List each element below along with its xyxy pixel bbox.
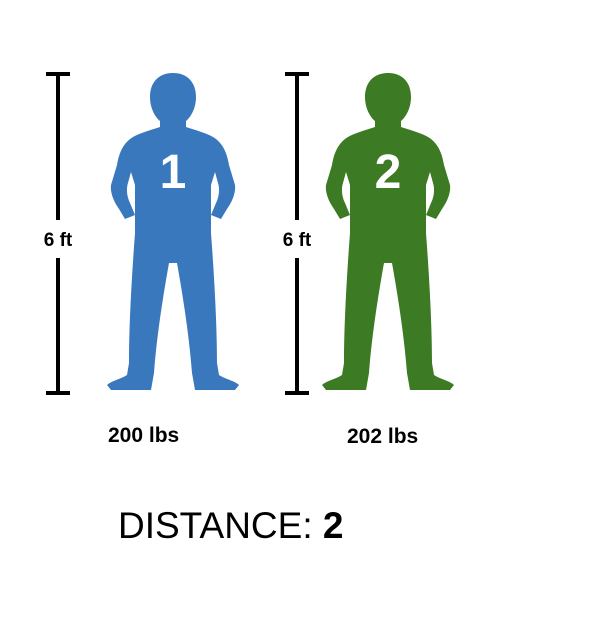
person-silhouette-icon <box>322 73 454 390</box>
figure-number-2: 2 <box>375 146 402 199</box>
distance-label: DISTANCE: <box>118 505 313 546</box>
height-ruler-icon <box>46 72 70 395</box>
figure-number-1: 1 <box>160 146 187 199</box>
distance-readout: DISTANCE: 2 <box>118 505 343 547</box>
distance-value: 2 <box>322 505 344 546</box>
person-silhouette-icon <box>107 73 239 390</box>
height-label-1: 6 ft <box>44 230 73 251</box>
weight-label-2: 202 lbs <box>347 425 419 448</box>
height-label-2: 6 ft <box>283 230 312 251</box>
weight-label-1: 200 lbs <box>108 424 180 447</box>
height-ruler-icon <box>285 72 309 395</box>
